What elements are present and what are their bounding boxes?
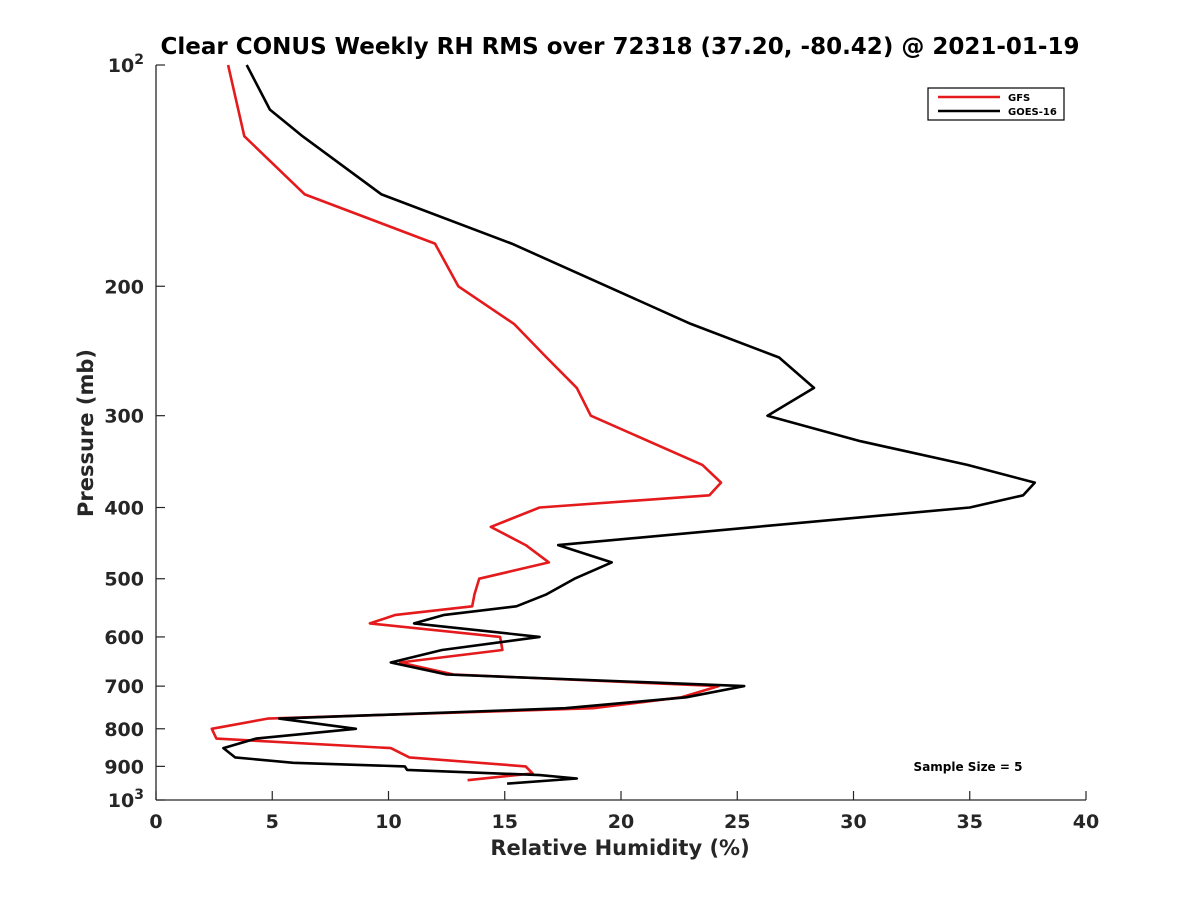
y-tick-label: 200 xyxy=(104,276,144,298)
chart-title: Clear CONUS Weekly RH RMS over 72318 (37… xyxy=(161,34,1080,60)
x-axis-label: Relative Humidity (%) xyxy=(490,836,749,860)
y-tick-label: 900 xyxy=(104,756,144,778)
y-tick-label: 800 xyxy=(104,719,144,741)
legend-label-gfs: GFS xyxy=(1008,93,1030,104)
x-tick-label: 5 xyxy=(266,811,279,833)
x-tick-label: 10 xyxy=(375,811,401,833)
series-layer xyxy=(210,64,1037,785)
y-tick-label: 500 xyxy=(104,569,144,591)
series-line-goes-16 xyxy=(222,64,1037,785)
x-tick-label: 30 xyxy=(840,811,866,833)
legend-box xyxy=(927,87,1065,121)
y-tick-label: 700 xyxy=(104,676,144,698)
x-tick-label: 35 xyxy=(957,811,983,833)
x-tick-label: 25 xyxy=(724,811,750,833)
y-tick-label: 600 xyxy=(104,627,144,649)
x-tick-label: 40 xyxy=(1073,811,1099,833)
x-tick-label: 15 xyxy=(492,811,518,833)
x-ticks: 0 5 10 15 20 25 30 35 40 xyxy=(149,791,1099,833)
plot-area xyxy=(155,65,1086,801)
y-tick-label: 400 xyxy=(104,498,144,520)
legend-label-goes16: GOES-16 xyxy=(1008,107,1057,118)
x-tick-label: 0 xyxy=(149,811,162,833)
y-axis-label: Pressure (mb) xyxy=(74,349,98,517)
x-tick-label: 20 xyxy=(608,811,634,833)
series-line-gfs xyxy=(210,64,723,782)
y-ticks: 200 300 400 500 600 700 800 900 102 103 xyxy=(104,52,165,812)
y-tick-label-power: 103 xyxy=(108,787,144,812)
sample-size-annotation: Sample Size = 5 xyxy=(914,760,1023,774)
y-tick-label: 300 xyxy=(104,406,144,428)
legend: GFS GOES-16 xyxy=(927,87,1065,121)
y-tick-label-power: 102 xyxy=(108,52,144,77)
